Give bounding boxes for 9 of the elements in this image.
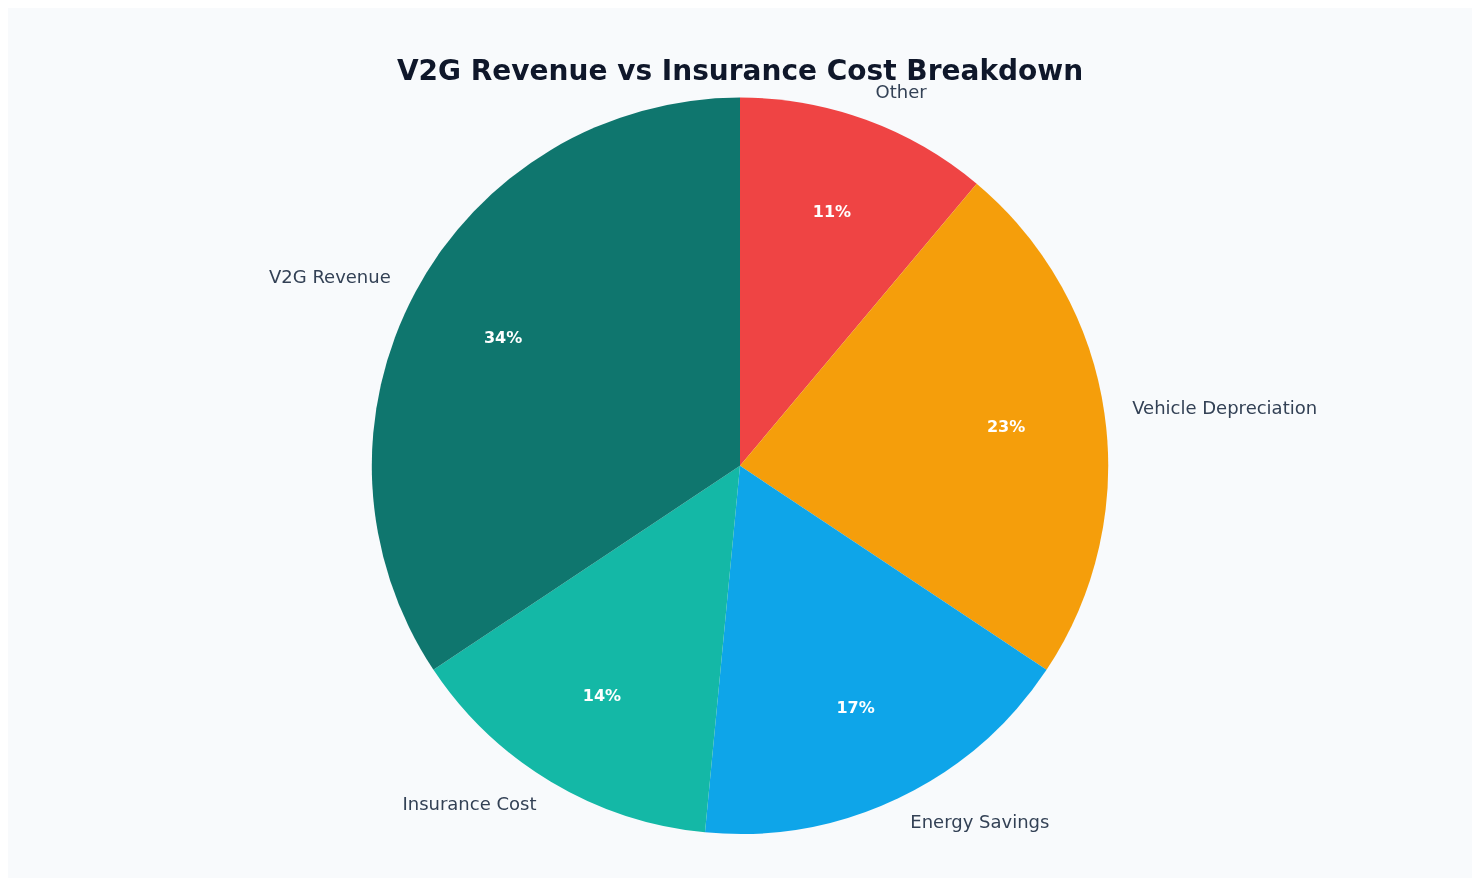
data-label: 34% xyxy=(483,328,523,348)
data-label: 14% xyxy=(582,685,622,705)
data-label: 17% xyxy=(836,697,875,717)
slice-label: Vehicle Depreciation xyxy=(1132,397,1318,419)
slice-label: Energy Savings xyxy=(910,811,1050,833)
slice-label: V2G Revenue xyxy=(268,266,391,288)
slice-label: Insurance Cost xyxy=(402,793,537,815)
data-label: 11% xyxy=(812,202,852,222)
data-label: 23% xyxy=(986,416,1026,436)
